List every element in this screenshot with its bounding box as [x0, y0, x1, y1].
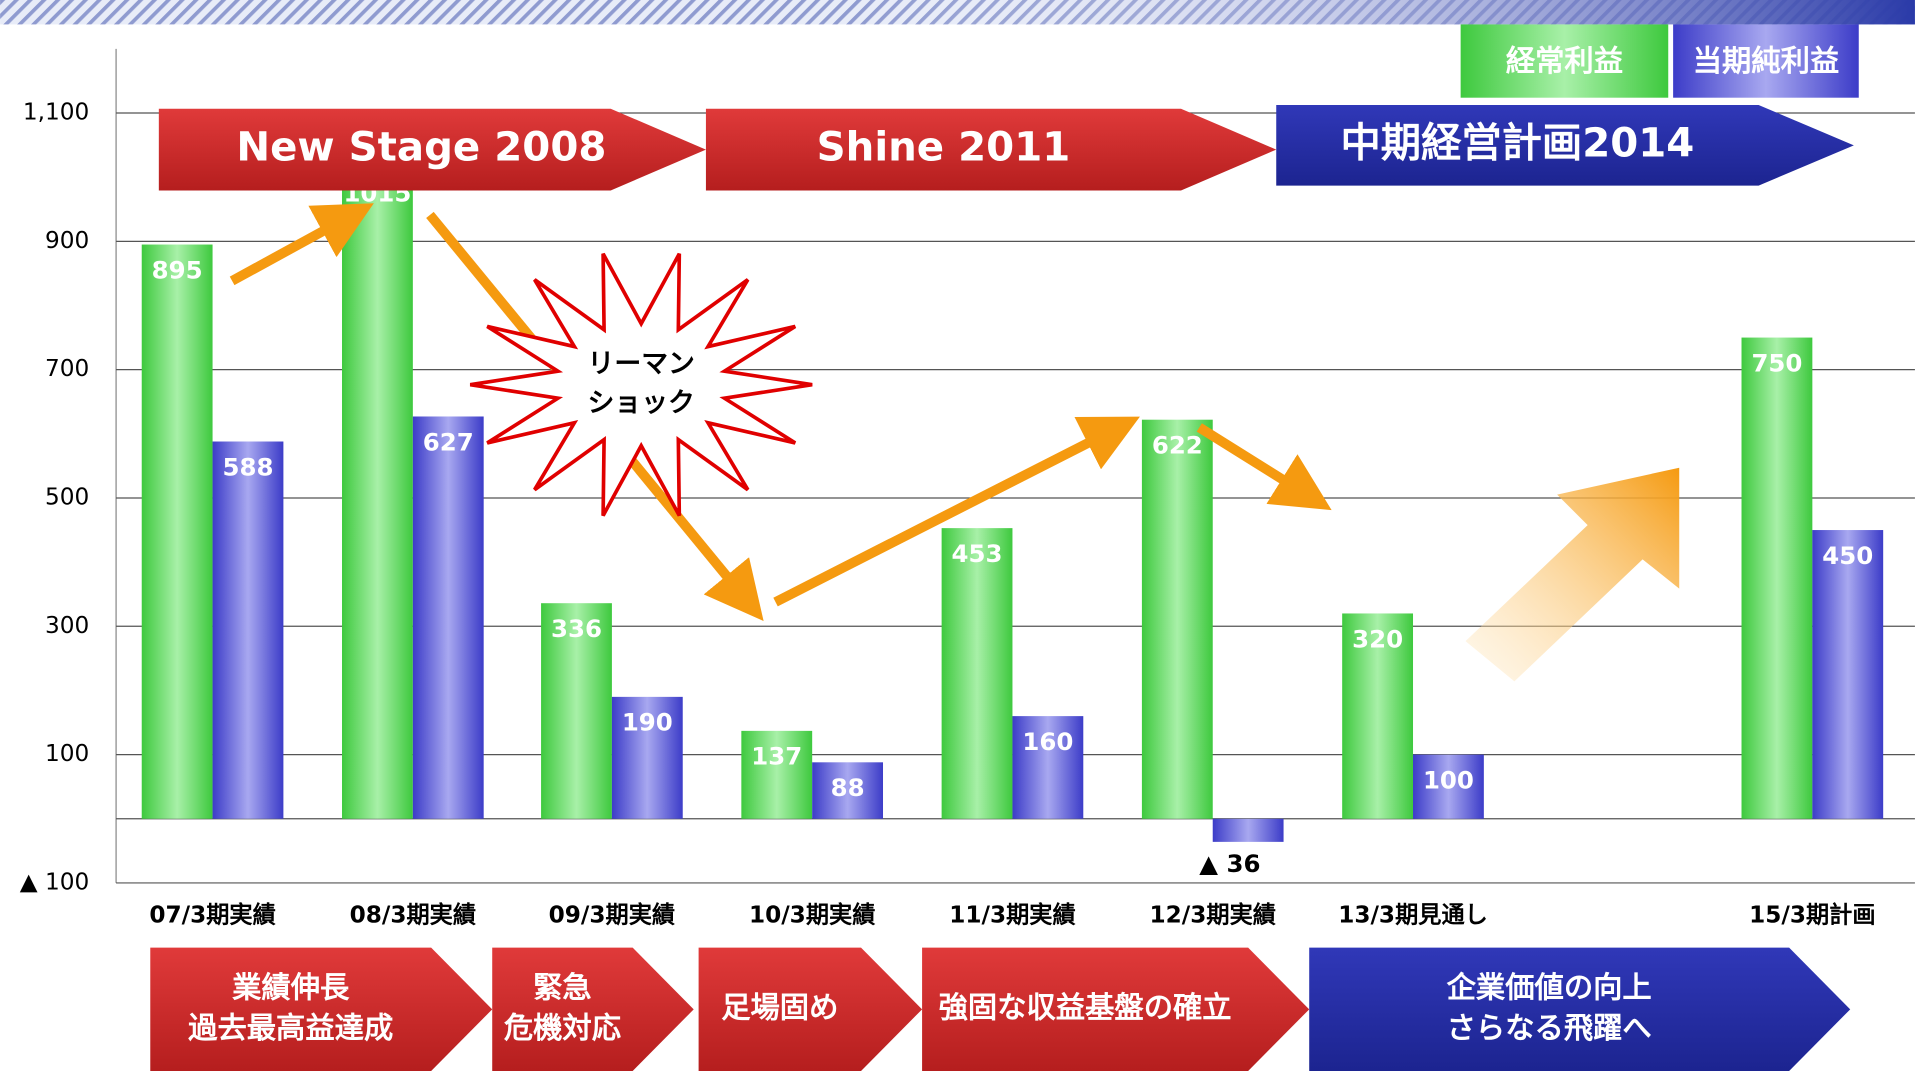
bar [1141, 419, 1213, 819]
bar [541, 603, 612, 819]
phase-arrow [1276, 105, 1854, 186]
phase-line: 企業価値の向上 [1447, 970, 1652, 1004]
bar [941, 528, 1013, 819]
x-tick-label: 13/3期見通し [1338, 901, 1488, 928]
legend-swatch [1673, 24, 1859, 98]
y-tick-label: 100 [45, 740, 89, 767]
value-label: 622 [1152, 431, 1203, 460]
growth-arrow [1465, 467, 1680, 682]
x-tick-label: 10/3期実績 [749, 901, 876, 928]
phase-arrow [698, 947, 923, 1071]
value-label: 588 [223, 452, 274, 481]
value-label: 750 [1751, 348, 1802, 377]
x-tick-label: 15/3期計画 [1749, 901, 1875, 928]
x-tick-label: 07/3期実績 [149, 901, 276, 928]
legend-label: 経常利益 [1506, 44, 1623, 78]
value-label: 160 [1022, 727, 1073, 756]
bar [611, 696, 683, 819]
header-stripe [854, 0, 1915, 25]
bar [412, 416, 484, 819]
value-label: 895 [152, 255, 203, 284]
value-label: 336 [551, 614, 602, 643]
bar [812, 762, 884, 819]
value-label: ▲ 36 [1199, 849, 1260, 878]
value-label: 137 [751, 742, 802, 771]
trend-arrow [229, 203, 374, 286]
phase-label: 業績伸長過去最高益達成 [188, 970, 393, 1044]
value-label: 88 [831, 773, 865, 802]
bar [141, 244, 213, 819]
phase-line: さらなる飛躍へ [1447, 1010, 1652, 1044]
phase-arrow [158, 108, 706, 191]
phase-line: 緊急 [533, 970, 592, 1004]
x-tick-label: 12/3期実績 [1150, 901, 1277, 928]
value-label: 627 [423, 427, 474, 456]
phase-label: 足場固め [721, 990, 838, 1024]
value-label: 100 [1423, 765, 1474, 794]
value-label: 190 [622, 708, 673, 737]
bar [342, 167, 413, 819]
bar [1212, 818, 1284, 842]
bar [1012, 716, 1084, 819]
phase-line: 強固な収益基盤の確立 [939, 990, 1232, 1024]
value-label: 450 [1822, 541, 1873, 570]
y-tick-label: 300 [45, 612, 89, 639]
bar [1342, 613, 1414, 819]
bar [1812, 530, 1884, 819]
phase-label: 企業価値の向上さらなる飛躍へ [1447, 970, 1652, 1044]
phase-arrow [922, 947, 1310, 1071]
bar [1413, 754, 1484, 819]
phase-arrow [492, 947, 694, 1071]
y-tick-label: 1,100 [23, 99, 89, 126]
bar [1741, 337, 1813, 819]
value-label: 320 [1352, 624, 1403, 653]
x-tick-label: 09/3期実績 [549, 901, 676, 928]
bar [212, 441, 284, 819]
starburst [469, 252, 813, 517]
annotation: リーマン [587, 349, 694, 380]
y-tick-label: ▲ 100 [20, 868, 89, 895]
value-label: 453 [952, 539, 1003, 568]
legend-swatch [1460, 24, 1669, 98]
x-tick-label: 11/3期実績 [949, 901, 1076, 928]
trend-arrow [1196, 423, 1332, 511]
annotation: ショック [587, 388, 694, 419]
y-tick-label: 900 [45, 227, 89, 254]
legend-label: 当期純利益 [1693, 44, 1839, 78]
bar [741, 730, 813, 819]
phase-label: Shine 2011 [817, 124, 1071, 171]
phase-line: 足場固め [721, 990, 838, 1024]
phase-label: New Stage 2008 [236, 124, 606, 171]
phase-line: 業績伸長 [232, 970, 350, 1004]
x-tick-label: 08/3期実績 [350, 901, 477, 928]
phase-arrow [150, 947, 493, 1071]
phase-label: 中期経営計画2014 [1341, 119, 1695, 166]
phase-arrow [705, 108, 1277, 191]
phase-arrow [1309, 947, 1851, 1071]
y-tick-label: 700 [45, 355, 89, 382]
phase-line: 危機対応 [504, 1010, 621, 1044]
trend-arrow [773, 416, 1140, 607]
phase-label: 緊急危機対応 [504, 970, 621, 1044]
y-tick-label: 500 [45, 483, 89, 510]
phase-line: 過去最高益達成 [188, 1010, 393, 1044]
phase-label: 強固な収益基盤の確立 [939, 990, 1232, 1024]
